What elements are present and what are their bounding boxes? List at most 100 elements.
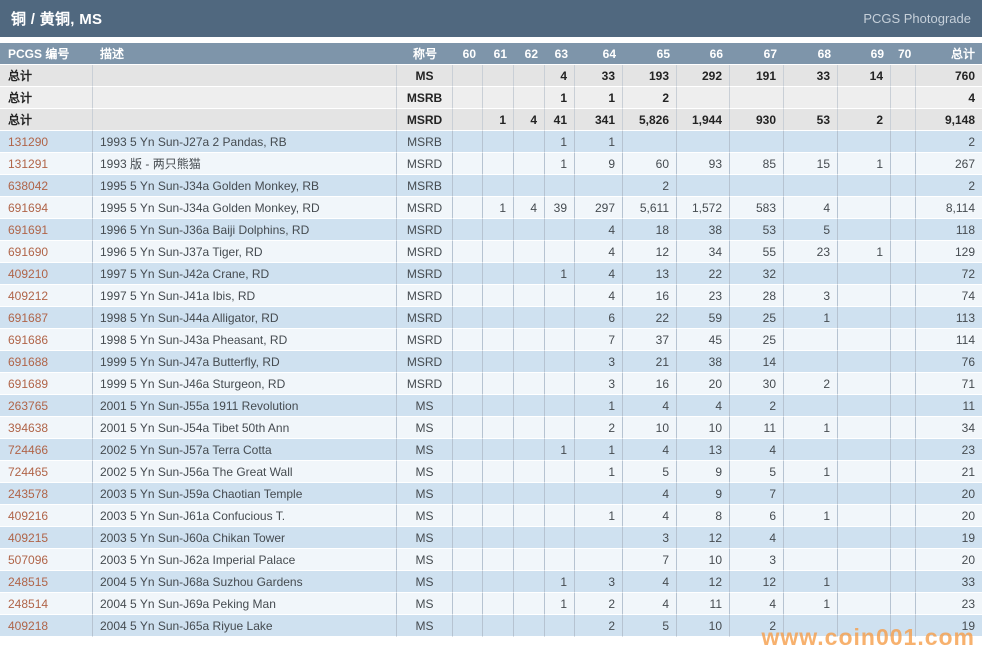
grade-68-cell: 1 xyxy=(784,417,838,439)
pcgs-number-cell: 724466 xyxy=(0,439,93,461)
grade-66-cell: 59 xyxy=(677,307,730,329)
total-cell: 267 xyxy=(916,153,982,175)
coin-row: 724465 2002 5 Yn Sun-J56a The Great Wall M… xyxy=(0,461,982,483)
grade-63-cell: 1 xyxy=(545,593,575,615)
description-cell: 1995 5 Yn Sun-J34a Golden Monkey, RB xyxy=(93,175,397,197)
pcgs-number-link[interactable]: 409210 xyxy=(8,266,49,281)
grade-65-cell xyxy=(623,131,677,153)
pcgs-number-link[interactable]: 248515 xyxy=(8,574,49,589)
grade-67-cell: 2 xyxy=(730,395,784,417)
pcgs-number-link[interactable]: 691689 xyxy=(8,376,49,391)
grade-64-cell: 4 xyxy=(575,285,623,307)
designation-cell: MS xyxy=(397,505,453,527)
grade-62-cell xyxy=(514,87,545,109)
grade-65-cell: 4 xyxy=(623,483,677,505)
pcgs-number-link[interactable]: 691686 xyxy=(8,332,49,347)
pcgs-number-link[interactable]: 507096 xyxy=(8,552,49,567)
grade-60-cell xyxy=(453,153,483,175)
grade-61-cell xyxy=(483,571,514,593)
pcgs-number-cell: 691686 xyxy=(0,329,93,351)
pcgs-number-link[interactable]: 691691 xyxy=(8,222,49,237)
pcgs-number-link[interactable]: 724466 xyxy=(8,442,49,457)
grade-60-cell xyxy=(453,593,483,615)
grade-69-cell xyxy=(838,197,891,219)
grade-68-cell: 1 xyxy=(784,571,838,593)
coin-row: 691686 1998 5 Yn Sun-J43a Pheasant, RD MSR… xyxy=(0,329,982,351)
grade-69-cell xyxy=(838,351,891,373)
grade-69-cell: 2 xyxy=(838,109,891,131)
grade-60-cell xyxy=(453,329,483,351)
grade-63-cell xyxy=(545,307,575,329)
grade-61-cell xyxy=(483,549,514,571)
designation-cell: MSRD xyxy=(397,197,453,219)
grade-60-cell xyxy=(453,109,483,131)
grade-66-cell: 4 xyxy=(677,395,730,417)
pcgs-number-link[interactable]: 409216 xyxy=(8,508,49,523)
grade-66-cell: 23 xyxy=(677,285,730,307)
description-cell: 2001 5 Yn Sun-J54a Tibet 50th Ann xyxy=(93,417,397,439)
grade-61-cell xyxy=(483,527,514,549)
grade-67-cell: 930 xyxy=(730,109,784,131)
grade-65-cell: 2 xyxy=(623,175,677,197)
grade-69-cell xyxy=(838,131,891,153)
pcgs-number-link[interactable]: 409212 xyxy=(8,288,49,303)
grade-68-cell: 1 xyxy=(784,505,838,527)
grade-67-cell: 191 xyxy=(730,65,784,87)
pcgs-number-link[interactable]: 248514 xyxy=(8,596,49,611)
grade-66-cell: 93 xyxy=(677,153,730,175)
pcgs-number-link[interactable]: 691694 xyxy=(8,200,49,215)
pcgs-number-link[interactable]: 691690 xyxy=(8,244,49,259)
grade-64-cell xyxy=(575,527,623,549)
grade-66-cell: 22 xyxy=(677,263,730,285)
column-header-66: 66 xyxy=(677,43,730,65)
grade-69-cell xyxy=(838,285,891,307)
pcgs-number-link[interactable]: 409215 xyxy=(8,530,49,545)
grade-66-cell: 20 xyxy=(677,373,730,395)
grade-66-cell: 34 xyxy=(677,241,730,263)
photograde-link[interactable]: PCGS Photograde xyxy=(863,11,971,26)
designation-cell: MSRD xyxy=(397,307,453,329)
grade-64-cell: 1 xyxy=(575,505,623,527)
pcgs-number-link[interactable]: 263765 xyxy=(8,398,49,413)
grade-68-cell: 33 xyxy=(784,65,838,87)
grade-69-cell xyxy=(838,373,891,395)
grade-62-cell xyxy=(514,373,545,395)
grade-66-cell: 10 xyxy=(677,417,730,439)
grade-69-cell xyxy=(838,307,891,329)
grade-69-cell xyxy=(838,593,891,615)
total-label-cell: 总计 xyxy=(0,65,93,87)
pcgs-number-cell: 394638 xyxy=(0,417,93,439)
grade-61-cell xyxy=(483,417,514,439)
grade-63-cell xyxy=(545,549,575,571)
grade-63-cell xyxy=(545,241,575,263)
coin-row: 409212 1997 5 Yn Sun-J41a Ibis, RD MSRD 4 16… xyxy=(0,285,982,307)
grade-62-cell xyxy=(514,439,545,461)
designation-cell: MSRD xyxy=(397,153,453,175)
pcgs-number-link[interactable]: 394638 xyxy=(8,420,49,435)
grade-64-cell: 9 xyxy=(575,153,623,175)
pcgs-number-link[interactable]: 638042 xyxy=(8,178,49,193)
grade-63-cell: 1 xyxy=(545,571,575,593)
pcgs-number-link[interactable]: 691687 xyxy=(8,310,49,325)
pcgs-number-link[interactable]: 724465 xyxy=(8,464,49,479)
grade-70-cell xyxy=(891,131,916,153)
grade-67-cell xyxy=(730,87,784,109)
grade-64-cell: 4 xyxy=(575,241,623,263)
pcgs-number-link[interactable]: 243578 xyxy=(8,486,49,501)
grade-62-cell xyxy=(514,351,545,373)
coin-row: 409218 2004 5 Yn Sun-J65a Riyue Lake MS 2 5 1… xyxy=(0,615,982,637)
total-cell: 33 xyxy=(916,571,982,593)
pcgs-number-link[interactable]: 131290 xyxy=(8,134,49,149)
grade-61-cell xyxy=(483,263,514,285)
grade-62-cell xyxy=(514,395,545,417)
pcgs-number-cell: 507096 xyxy=(0,549,93,571)
grade-62-cell xyxy=(514,593,545,615)
pcgs-number-link[interactable]: 409218 xyxy=(8,618,49,633)
pcgs-number-link[interactable]: 131291 xyxy=(8,156,49,171)
pcgs-number-link[interactable]: 691688 xyxy=(8,354,49,369)
grade-70-cell xyxy=(891,329,916,351)
grade-60-cell xyxy=(453,219,483,241)
coin-row: 409210 1997 5 Yn Sun-J42a Crane, RD MSRD 1 4… xyxy=(0,263,982,285)
grade-66-cell: 10 xyxy=(677,549,730,571)
page-title: 铜 / 黄铜, MS xyxy=(11,11,103,28)
